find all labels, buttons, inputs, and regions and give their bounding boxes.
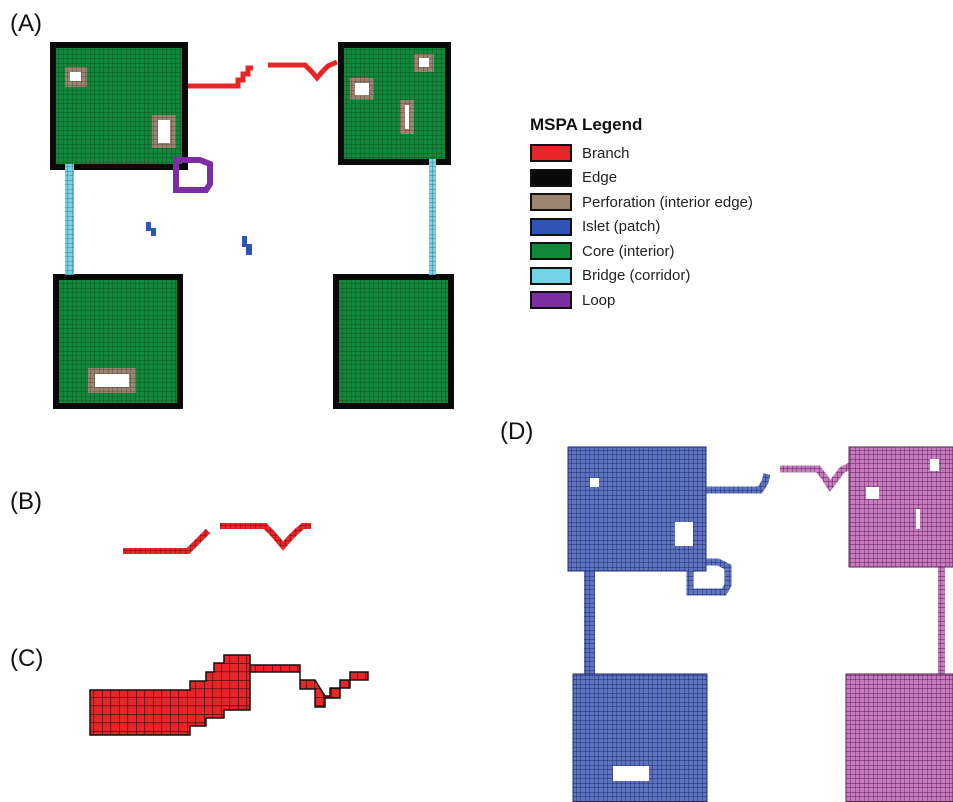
panel-d bbox=[567, 446, 953, 802]
blue-component bbox=[567, 446, 771, 802]
legend-item: Islet (patch) bbox=[530, 215, 753, 240]
core-patch-bottom-left bbox=[53, 274, 183, 409]
legend-title: MSPA Legend bbox=[530, 115, 643, 134]
core-patch-bottom-right bbox=[333, 274, 454, 409]
branch-b-right bbox=[220, 523, 311, 551]
legend-swatch bbox=[530, 144, 572, 163]
panel-a bbox=[50, 42, 454, 409]
bridge-left bbox=[65, 164, 74, 275]
legend-label: Islet (patch) bbox=[582, 218, 661, 236]
legend-swatch bbox=[530, 168, 572, 187]
legend-label: Core (interior) bbox=[582, 242, 675, 260]
panel-label-d: (D) bbox=[500, 418, 534, 445]
panel-b bbox=[123, 523, 311, 554]
legend-item: Branch bbox=[530, 141, 753, 166]
legend-item: Perforation (interior edge) bbox=[530, 190, 753, 215]
panel-label-b: (B) bbox=[10, 488, 42, 515]
legend-item: Core (interior) bbox=[530, 239, 753, 264]
legend-swatch bbox=[530, 217, 572, 236]
core-patch-top-right bbox=[338, 42, 451, 165]
legend-label: Bridge (corridor) bbox=[582, 267, 691, 285]
legend-item: Bridge (corridor) bbox=[530, 264, 753, 289]
legend-item: Edge bbox=[530, 166, 753, 191]
legend-swatch bbox=[530, 266, 572, 285]
legend-item: Loop bbox=[530, 288, 753, 313]
panel-label-a: (A) bbox=[10, 10, 42, 37]
loop bbox=[173, 157, 213, 193]
mspa-legend: MSPA Legend Branch Edge Perforation (inter… bbox=[530, 115, 753, 313]
branch-right bbox=[268, 59, 339, 82]
pink-component bbox=[780, 446, 953, 802]
legend-swatch bbox=[530, 193, 572, 212]
legend-label: Loop bbox=[582, 291, 616, 309]
core-patch-top-left bbox=[50, 42, 188, 170]
legend-label: Edge bbox=[582, 169, 618, 187]
legend-swatch bbox=[530, 242, 572, 261]
legend-label: Branch bbox=[582, 144, 630, 162]
legend-swatch bbox=[530, 291, 572, 310]
panel-label-c: (C) bbox=[10, 645, 44, 672]
legend-label: Perforation (interior edge) bbox=[582, 193, 753, 211]
branch-b-left bbox=[123, 528, 211, 554]
panel-c bbox=[89, 654, 369, 736]
bridge-right bbox=[429, 159, 436, 275]
islet-2 bbox=[242, 236, 252, 255]
branch-c-dilated bbox=[89, 654, 369, 736]
branch-left bbox=[188, 65, 253, 89]
islet-1 bbox=[146, 222, 156, 236]
